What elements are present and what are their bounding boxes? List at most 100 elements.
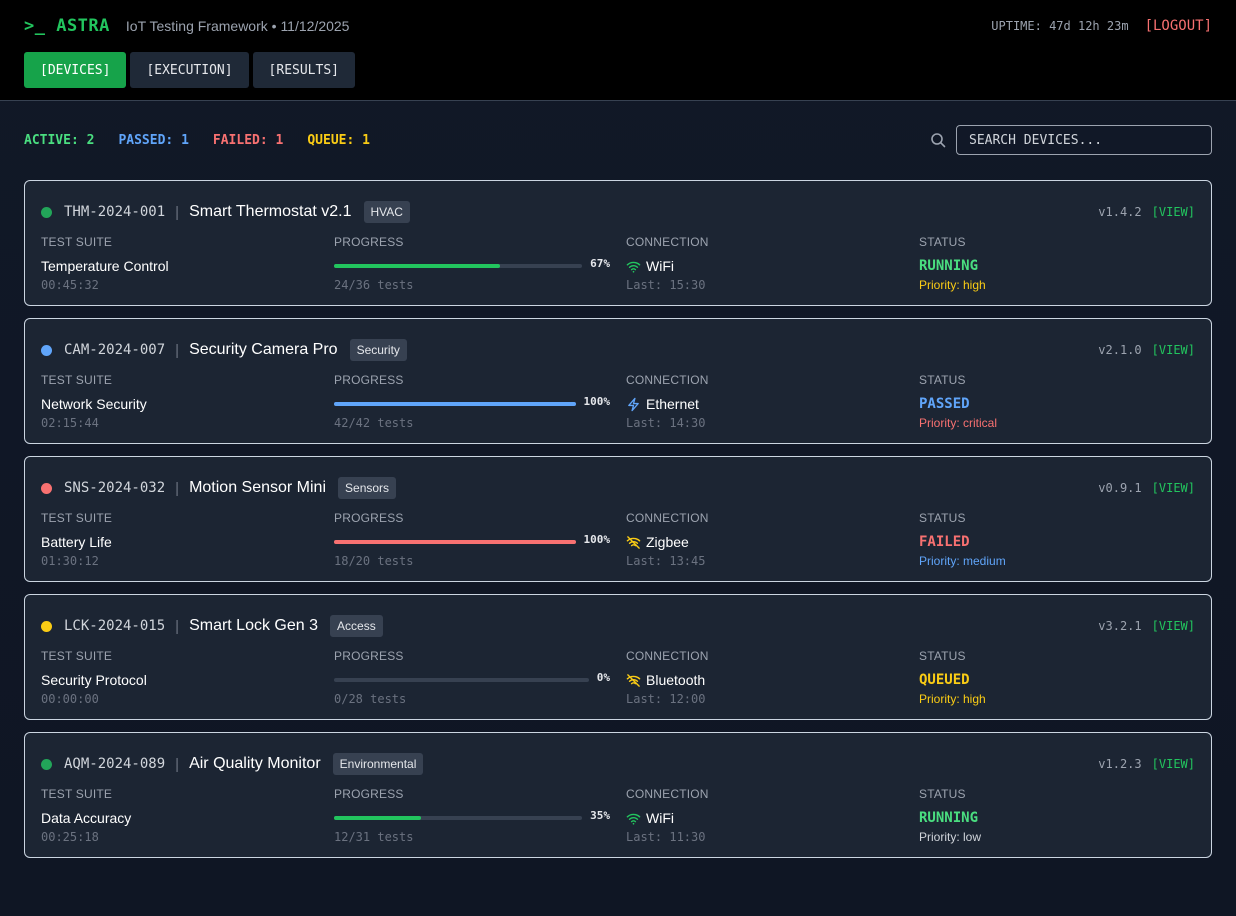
- test-suite-label: TEST SUITE: [41, 649, 113, 663]
- status-text: RUNNING: [919, 810, 979, 826]
- progress-track: [334, 540, 576, 544]
- connection-label: CONNECTION: [626, 649, 709, 663]
- device-card[interactable]: CAM-2024-007 | Security Camera Pro Secur…: [24, 318, 1212, 444]
- priority-text: Priority: critical: [919, 416, 998, 430]
- status-dot: [41, 344, 52, 356]
- device-name: Security Camera Pro: [189, 341, 338, 358]
- firmware-version: v1.2.3: [1098, 757, 1142, 771]
- status-text: FAILED: [919, 534, 970, 550]
- status-dot: [41, 206, 52, 218]
- status-summary: ACTIVE: 2 PASSED: 1 FAILED: 1 QUEUE: 1: [24, 130, 370, 150]
- view-button[interactable]: [VIEW]: [1151, 343, 1195, 357]
- device-meta: v0.9.1 [VIEW]: [1098, 481, 1195, 495]
- progress-label: PROGRESS: [334, 511, 404, 525]
- test-suite-label: TEST SUITE: [41, 787, 113, 801]
- test-suite-column: TEST SUITE Security Protocol 00:00:00: [41, 649, 311, 706]
- connection-type: Zigbee: [646, 534, 689, 550]
- last-seen: Last: 11:30: [626, 830, 706, 844]
- progress-column: PROGRESS 100% 18/20 tests: [334, 511, 610, 568]
- elapsed-time: 00:00:00: [41, 692, 99, 706]
- test-count: 24/36 tests: [334, 278, 414, 292]
- connection-type: Ethernet: [646, 396, 699, 412]
- connection-label: CONNECTION: [626, 373, 709, 387]
- last-seen: Last: 14:30: [626, 416, 706, 430]
- status-text: RUNNING: [919, 258, 979, 274]
- test-count: 0/28 tests: [334, 692, 407, 706]
- priority-text: Priority: high: [919, 692, 986, 706]
- progress-row: 35%: [334, 808, 610, 826]
- view-button[interactable]: [VIEW]: [1151, 481, 1195, 495]
- device-meta: v1.2.3 [VIEW]: [1098, 757, 1195, 771]
- tab-execution[interactable]: [EXECUTION]: [130, 52, 249, 88]
- connection-column: CONNECTION Bluetooth Last: 12:00: [626, 649, 896, 706]
- progress-column: PROGRESS 35% 12/31 tests: [334, 787, 610, 844]
- device-card-header: AQM-2024-089 | Air Quality Monitor Envir…: [41, 751, 1195, 777]
- progress-percent: 35%: [590, 808, 610, 822]
- view-button[interactable]: [VIEW]: [1151, 757, 1195, 771]
- connection-column: CONNECTION WiFi Last: 11:30: [626, 787, 896, 844]
- connection-value: Ethernet: [626, 396, 896, 412]
- test-count: 42/42 tests: [334, 416, 414, 430]
- device-card[interactable]: THM-2024-001 | Smart Thermostat v2.1 HVA…: [24, 180, 1212, 306]
- status-label: STATUS: [919, 787, 966, 801]
- device-meta: v2.1.0 [VIEW]: [1098, 343, 1195, 357]
- firmware-version: v1.4.2: [1098, 205, 1142, 219]
- view-button[interactable]: [VIEW]: [1151, 205, 1195, 219]
- status-text: PASSED: [919, 396, 970, 412]
- progress-column: PROGRESS 67% 24/36 tests: [334, 235, 610, 292]
- category-badge: Sensors: [338, 477, 397, 499]
- status-column: STATUS RUNNING Priority: high: [919, 235, 1189, 292]
- connection-column: CONNECTION Ethernet Last: 14:30: [626, 373, 896, 430]
- view-button[interactable]: [VIEW]: [1151, 619, 1195, 633]
- bolt-icon: [628, 397, 639, 411]
- separator: |: [175, 203, 180, 221]
- test-suite-label: TEST SUITE: [41, 511, 113, 525]
- no-signal-icon: [626, 673, 641, 687]
- stat-queue: QUEUE: 1: [307, 132, 370, 148]
- priority-text: Priority: high: [919, 278, 986, 292]
- logout-button[interactable]: [LOGOUT]: [1144, 18, 1212, 34]
- device-name: Motion Sensor Mini: [189, 479, 327, 496]
- progress-label: PROGRESS: [334, 649, 404, 663]
- stat-active: ACTIVE: 2: [24, 132, 95, 148]
- search-bar: [930, 125, 1212, 155]
- search-input[interactable]: [956, 125, 1212, 155]
- progress-label: PROGRESS: [334, 235, 404, 249]
- device-id: LCK-2024-015: [64, 618, 166, 634]
- device-card-header: CAM-2024-007 | Security Camera Pro Secur…: [41, 337, 1195, 363]
- last-seen: Last: 12:00: [626, 692, 706, 706]
- device-meta: v1.4.2 [VIEW]: [1098, 205, 1195, 219]
- device-card[interactable]: LCK-2024-015 | Smart Lock Gen 3 Access v…: [24, 594, 1212, 720]
- device-id: AQM-2024-089: [64, 756, 166, 772]
- progress-track: [334, 678, 589, 682]
- progress-label: PROGRESS: [334, 787, 404, 801]
- connection-column: CONNECTION Zigbee Last: 13:45: [626, 511, 896, 568]
- no-signal-icon: [626, 535, 641, 549]
- progress-column: PROGRESS 100% 42/42 tests: [334, 373, 610, 430]
- tab-results[interactable]: [RESULTS]: [252, 52, 355, 88]
- status-column: STATUS RUNNING Priority: low: [919, 787, 1189, 844]
- status-label: STATUS: [919, 649, 966, 663]
- elapsed-time: 00:45:32: [41, 278, 99, 292]
- status-label: STATUS: [919, 373, 966, 387]
- device-id: THM-2024-001: [64, 204, 166, 220]
- last-seen: Last: 13:45: [626, 554, 706, 568]
- test-count: 12/31 tests: [334, 830, 414, 844]
- wifi-icon: [626, 261, 641, 273]
- separator: |: [175, 617, 180, 635]
- device-card[interactable]: AQM-2024-089 | Air Quality Monitor Envir…: [24, 732, 1212, 858]
- tab-devices[interactable]: [DEVICES]: [24, 52, 127, 88]
- device-name: Smart Lock Gen 3: [189, 617, 319, 634]
- firmware-version: v3.2.1: [1098, 619, 1142, 633]
- status-dot: [41, 758, 52, 770]
- test-suite-column: TEST SUITE Temperature Control 00:45:32: [41, 235, 311, 292]
- status-column: STATUS QUEUED Priority: high: [919, 649, 1189, 706]
- device-card[interactable]: SNS-2024-032 | Motion Sensor Mini Sensor…: [24, 456, 1212, 582]
- device-id: CAM-2024-007: [64, 342, 166, 358]
- device-card-header: THM-2024-001 | Smart Thermostat v2.1 HVA…: [41, 199, 1195, 225]
- app-logo[interactable]: >_ ASTRA: [24, 16, 110, 36]
- test-suite-name: Battery Life: [41, 534, 112, 550]
- last-seen: Last: 15:30: [626, 278, 706, 292]
- category-badge: Environmental: [332, 753, 424, 775]
- connection-label: CONNECTION: [626, 787, 709, 801]
